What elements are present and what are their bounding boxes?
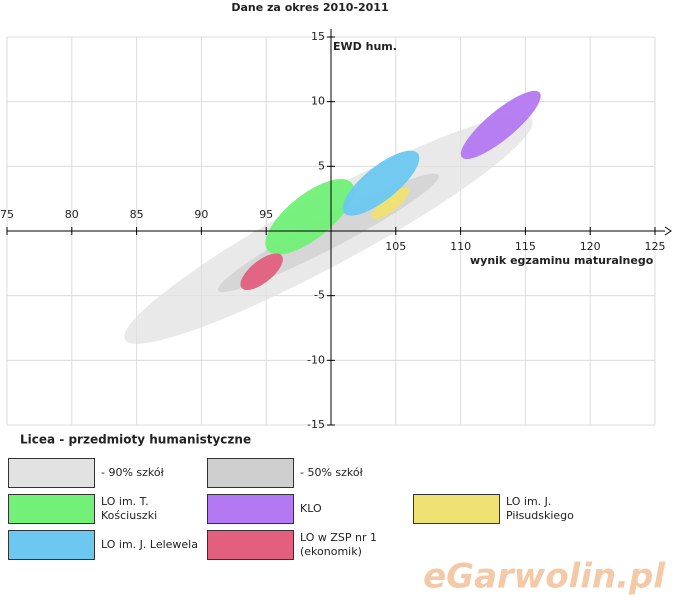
x-tick-label: 125 bbox=[645, 240, 666, 253]
legend-item: - 50% szkół bbox=[207, 458, 400, 488]
legend-swatch bbox=[413, 494, 500, 524]
legend-label: LO w ZSP nr 1 (ekonomik) bbox=[300, 531, 378, 558]
legend-swatch bbox=[8, 530, 95, 560]
y-tick-label: 15 bbox=[311, 30, 325, 43]
x-tick-label: 110 bbox=[450, 240, 471, 253]
legend-swatch bbox=[207, 458, 294, 488]
legend-item: LO im. T. Kościuszki bbox=[8, 494, 201, 524]
watermark: eGarwolin.pl bbox=[423, 557, 666, 597]
y-tick-label: 10 bbox=[311, 95, 325, 108]
legend-item: KLO bbox=[207, 494, 400, 524]
legend-item: - 90% szkół bbox=[8, 458, 201, 488]
ellipse bbox=[240, 253, 283, 291]
chart-title: Dane za okres 2010-2011 bbox=[231, 1, 388, 14]
x-tick-label: 75 bbox=[0, 208, 14, 221]
legend-swatch bbox=[8, 494, 95, 524]
legend-swatch bbox=[207, 494, 294, 524]
legend-label: - 90% szkół bbox=[101, 466, 164, 479]
x-tick-label: 85 bbox=[130, 208, 144, 221]
y-tick-label: -10 bbox=[307, 353, 325, 366]
legend-label: KLO bbox=[300, 502, 322, 515]
x-tick-label: 95 bbox=[259, 208, 273, 221]
legend-item: LO im. J. Piłsudskiego bbox=[413, 494, 606, 524]
x-tick-label: 120 bbox=[580, 240, 601, 253]
x-tick-label: 115 bbox=[515, 240, 536, 253]
legend-label: LO im. J. Piłsudskiego bbox=[506, 495, 574, 522]
y-tick-label: 5 bbox=[318, 159, 325, 172]
x-axis-label: wynik egzaminu maturalnego bbox=[470, 254, 654, 267]
ellipse bbox=[265, 179, 354, 255]
ellipse bbox=[342, 150, 420, 216]
ellipse bbox=[371, 187, 410, 220]
x-axis-arrow bbox=[664, 226, 672, 236]
x-tick-label: 90 bbox=[194, 208, 208, 221]
y-axis-label: EWD hum. bbox=[333, 40, 397, 53]
y-tick-label: -15 bbox=[307, 418, 325, 431]
legend-swatch bbox=[207, 530, 294, 560]
legend-swatch bbox=[8, 458, 95, 488]
x-tick-label: 105 bbox=[385, 240, 406, 253]
legend-item: LO w ZSP nr 1 (ekonomik) bbox=[207, 530, 400, 560]
y-tick-label: -5 bbox=[314, 289, 325, 302]
legend-item: LO im. J. Lelewela bbox=[8, 530, 201, 560]
legend-label: LO im. J. Lelewela bbox=[101, 538, 198, 551]
legend-label: LO im. T. Kościuszki bbox=[101, 495, 158, 522]
x-tick-label: 80 bbox=[65, 208, 79, 221]
legend-title: Licea - przedmioty humanistyczne bbox=[20, 433, 251, 447]
ellipse bbox=[460, 90, 541, 160]
legend-label: - 50% szkół bbox=[300, 466, 363, 479]
